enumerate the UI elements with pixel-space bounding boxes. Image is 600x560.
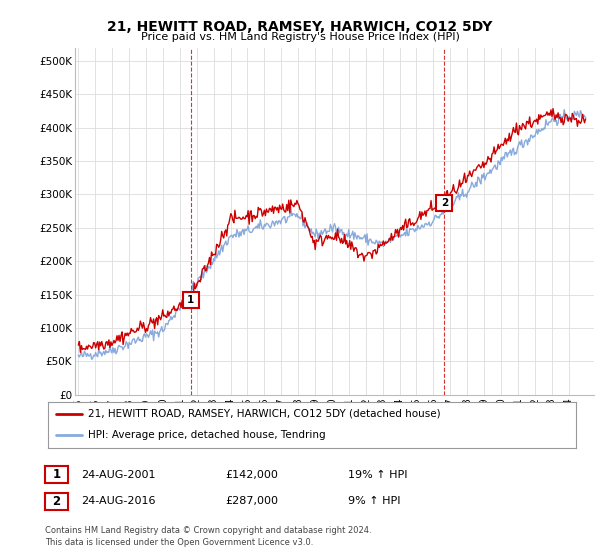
Text: £287,000: £287,000 (225, 496, 278, 506)
Text: Price paid vs. HM Land Registry's House Price Index (HPI): Price paid vs. HM Land Registry's House … (140, 32, 460, 43)
Text: 24-AUG-2016: 24-AUG-2016 (81, 496, 155, 506)
Text: 19% ↑ HPI: 19% ↑ HPI (348, 470, 407, 480)
Text: HPI: Average price, detached house, Tendring: HPI: Average price, detached house, Tend… (88, 430, 325, 440)
Text: Contains HM Land Registry data © Crown copyright and database right 2024.
This d: Contains HM Land Registry data © Crown c… (45, 526, 371, 547)
Text: 9% ↑ HPI: 9% ↑ HPI (348, 496, 401, 506)
Text: 24-AUG-2001: 24-AUG-2001 (81, 470, 155, 480)
Text: 21, HEWITT ROAD, RAMSEY, HARWICH, CO12 5DY: 21, HEWITT ROAD, RAMSEY, HARWICH, CO12 5… (107, 20, 493, 34)
Text: £142,000: £142,000 (225, 470, 278, 480)
Text: 2: 2 (441, 198, 448, 208)
Text: 1: 1 (187, 295, 194, 305)
Text: 1: 1 (52, 468, 61, 482)
Text: 21, HEWITT ROAD, RAMSEY, HARWICH, CO12 5DY (detached house): 21, HEWITT ROAD, RAMSEY, HARWICH, CO12 5… (88, 409, 440, 418)
Text: 2: 2 (52, 494, 61, 508)
